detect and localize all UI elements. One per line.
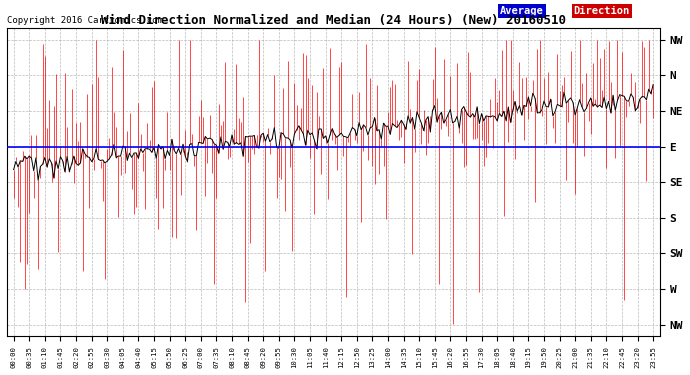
Text: Copyright 2016 Cartronics.com: Copyright 2016 Cartronics.com — [7, 16, 163, 25]
Text: Direction: Direction — [573, 6, 630, 16]
Text: Average: Average — [500, 6, 544, 16]
Title: Wind Direction Normalized and Median (24 Hours) (New) 20160510: Wind Direction Normalized and Median (24… — [101, 13, 566, 27]
